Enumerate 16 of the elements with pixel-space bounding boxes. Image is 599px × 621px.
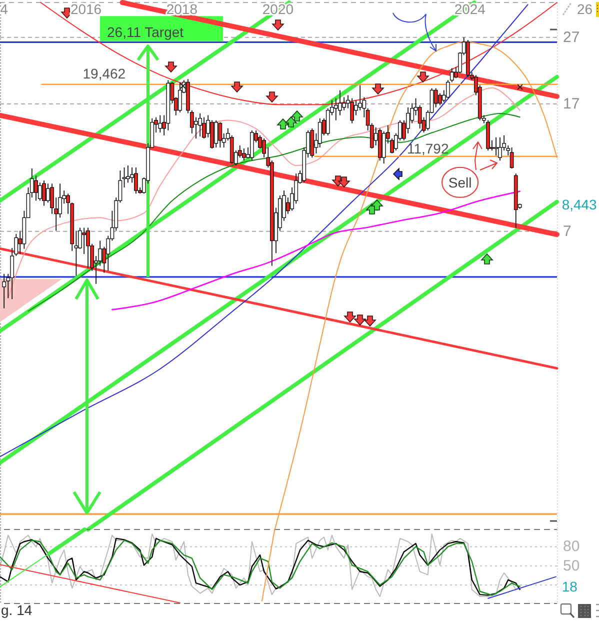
y-tick-label: 27: [563, 28, 580, 46]
text: 8,443: [562, 196, 598, 212]
y-tick-label: 7: [563, 222, 572, 240]
text: 18: [562, 578, 578, 594]
x-tick-label: 2018: [166, 1, 198, 17]
annotation: 19,462: [82, 65, 126, 82]
y-tick-label: 17: [563, 95, 580, 112]
annotation: Sell: [448, 174, 472, 190]
ref-line-label: 26,11 Target: [107, 24, 184, 40]
annotation: g. 14: [1, 602, 32, 618]
annotation: 11,792: [406, 140, 449, 156]
text: 26: [577, 1, 593, 17]
y-tick-label: 80: [563, 538, 580, 556]
x-tick-label: 2016: [70, 1, 102, 17]
y-tick-label: 50: [563, 557, 580, 574]
x-tick-label: 4: [0, 1, 8, 17]
